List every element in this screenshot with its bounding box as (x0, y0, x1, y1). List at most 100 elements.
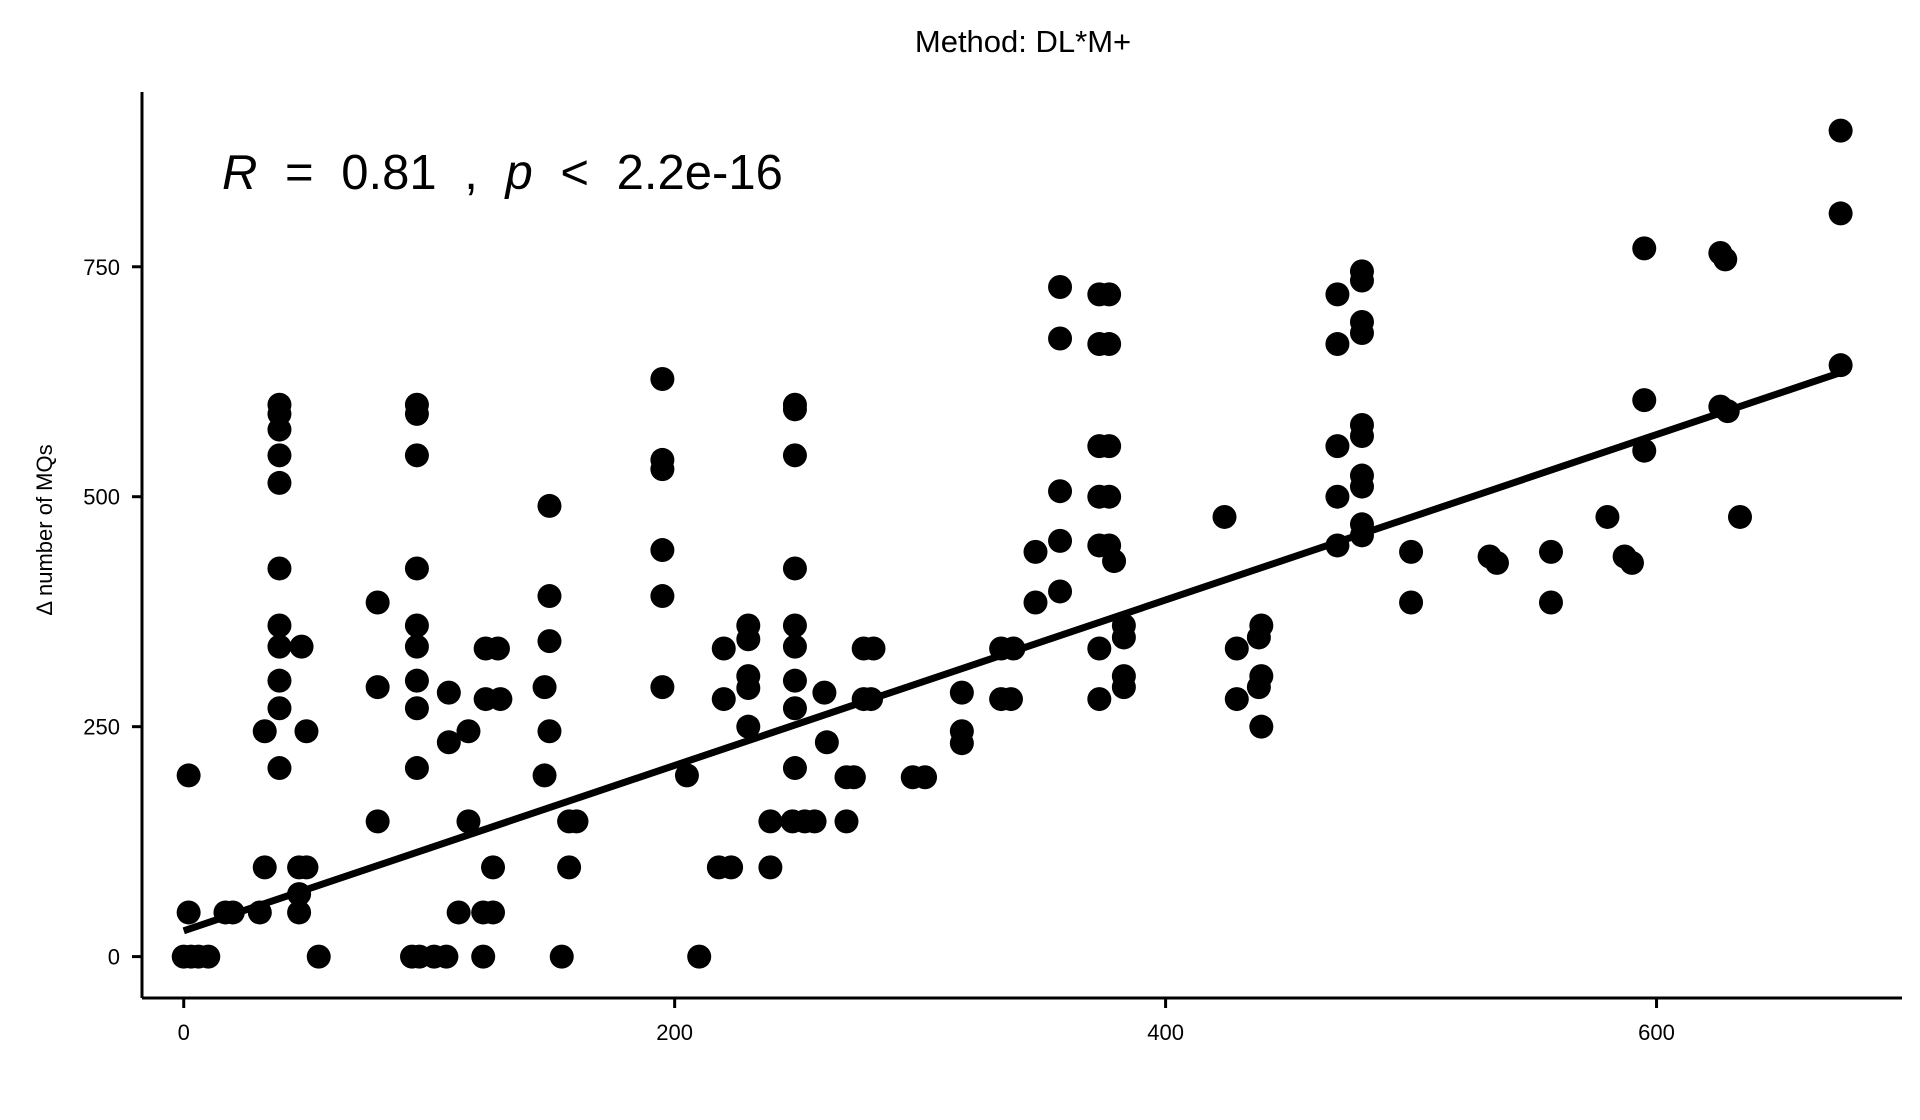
r-value: 0.81 (341, 146, 436, 200)
data-point (782, 556, 807, 581)
data-point (446, 900, 471, 925)
data-point (650, 457, 675, 482)
data-point (782, 696, 807, 721)
regression-line-group (182, 369, 1842, 935)
data-point (782, 634, 807, 659)
data-point (1325, 282, 1350, 307)
y-tick-label: 500 (83, 485, 120, 510)
data-point (436, 730, 461, 755)
data-point (949, 731, 974, 756)
data-point (267, 696, 292, 721)
data-point (650, 675, 675, 700)
data-point (365, 675, 390, 700)
data-point (252, 719, 277, 744)
y-tick-label: 250 (83, 715, 120, 740)
data-point (267, 556, 292, 581)
data-point (1048, 579, 1073, 604)
regression-line (182, 369, 1842, 935)
data-point (1048, 528, 1073, 553)
data-point (1097, 484, 1122, 509)
x-tick-label: 400 (1147, 1020, 1184, 1045)
data-point (1097, 434, 1122, 459)
data-point (404, 401, 429, 426)
data-point (404, 756, 429, 781)
data-point (650, 584, 675, 609)
r-symbol: R (222, 146, 257, 200)
data-point (1828, 118, 1853, 143)
data-point (488, 687, 513, 712)
data-point (1102, 549, 1127, 574)
data-point (758, 809, 783, 834)
data-point (436, 680, 461, 705)
data-point (1619, 550, 1644, 575)
data-point (650, 366, 675, 391)
data-point (267, 668, 292, 693)
data-point (1023, 590, 1048, 615)
data-point (1111, 675, 1136, 700)
chart-title: Method: DL*M+ (915, 24, 1131, 59)
data-point (1325, 332, 1350, 357)
data-point (294, 719, 319, 744)
data-point (1048, 479, 1073, 504)
data-point (1325, 484, 1350, 509)
data-point (176, 900, 201, 925)
data-point (1713, 247, 1738, 272)
data-point (434, 944, 459, 969)
data-point (711, 687, 736, 712)
data-point (1212, 504, 1237, 529)
data-point (267, 443, 292, 468)
data-point (1048, 274, 1073, 299)
data-point (289, 634, 314, 659)
data-point (1349, 474, 1374, 499)
data-point (1632, 388, 1657, 413)
data-point (1828, 201, 1853, 226)
data-point (306, 944, 331, 969)
data-point (782, 668, 807, 693)
data-point (1399, 539, 1424, 564)
less-than-sign: < (560, 146, 589, 200)
data-point (267, 613, 292, 638)
data-point (294, 855, 319, 880)
data-point (1023, 539, 1048, 564)
data-point (365, 590, 390, 615)
data-point (782, 397, 807, 422)
data-point (267, 417, 292, 442)
data-point (267, 470, 292, 495)
data-point (267, 756, 292, 781)
data-point (711, 636, 736, 661)
data-point (456, 719, 481, 744)
data-point (1595, 504, 1620, 529)
data-point (949, 680, 974, 705)
data-point (267, 634, 292, 659)
data-points (171, 118, 1853, 969)
data-point (485, 636, 510, 661)
data-point (287, 900, 312, 925)
data-point (834, 809, 859, 834)
data-point (549, 944, 574, 969)
data-point (758, 855, 783, 880)
separator: , (464, 146, 478, 200)
data-point (802, 809, 827, 834)
p-symbol: p (504, 146, 533, 200)
y-tick-label: 750 (83, 255, 120, 280)
data-point (782, 443, 807, 468)
y-axis-label: Δ number of MQs (32, 444, 57, 615)
data-point (1087, 636, 1112, 661)
p-value: 2.2e-16 (617, 146, 783, 200)
data-point (1097, 282, 1122, 307)
data-point (1249, 613, 1274, 638)
data-point (1097, 332, 1122, 357)
data-point (564, 809, 589, 834)
x-tick-label: 0 (178, 1020, 190, 1045)
data-point (782, 613, 807, 638)
data-point (861, 636, 886, 661)
y-tick-label: 0 (108, 945, 120, 970)
equals-sign: = (285, 146, 314, 200)
axes: 0 200 400 600 0 250 500 750 (83, 92, 1902, 1045)
data-point (650, 538, 675, 563)
data-point (404, 634, 429, 659)
data-point (456, 809, 481, 834)
data-point (1224, 687, 1249, 712)
